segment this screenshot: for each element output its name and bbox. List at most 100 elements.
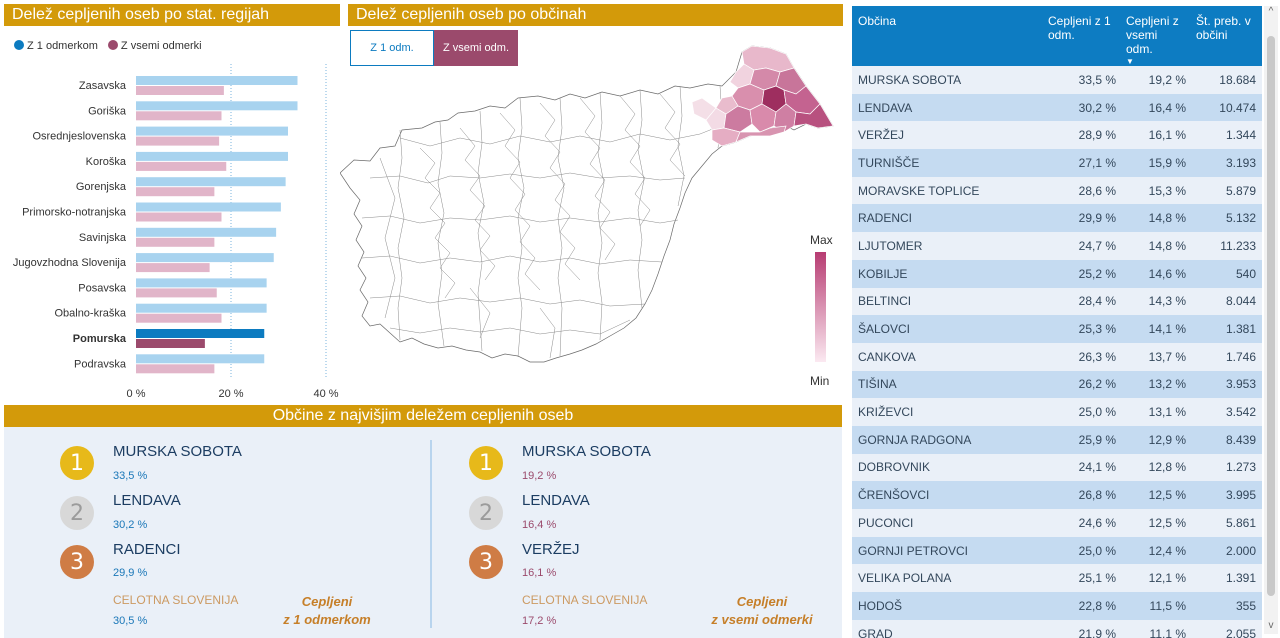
cell-municipality: RADENCI [858, 211, 913, 226]
legend-item-first[interactable]: Z 1 odmerkom [14, 40, 98, 52]
first-dose-button[interactable]: Z 1 odm. [350, 30, 434, 66]
table-row[interactable]: TURNIŠČE 27,1 % 15,9 % 3.193 [852, 149, 1262, 177]
bar-first-dose [136, 202, 281, 212]
cell-municipality: TURNIŠČE [858, 155, 920, 170]
cell-population: 1.381 [1225, 322, 1256, 337]
regions-bar-chart: Zasavska Goriška Osrednjeslovenska Koroška G… [13, 64, 339, 400]
cell-municipality: ČRENŠOVCI [858, 488, 930, 503]
table-row[interactable]: PUCONCI 24,6 % 12,5 % 5.861 [852, 509, 1262, 537]
bronze-medal-icon: 3 [60, 545, 94, 579]
category-label: Zasavska [79, 80, 127, 92]
bar-first-dose [136, 151, 288, 161]
bar-all-doses [136, 111, 222, 121]
table-row[interactable]: ČRENŠOVCI 26,8 % 12,5 % 3.995 [852, 481, 1262, 509]
header-population[interactable]: Št. preb. v občini [1196, 14, 1251, 42]
bar-first-dose [136, 354, 265, 364]
cell-first-dose: 26,3 % [1078, 349, 1116, 364]
cell-all-doses: 12,8 % [1148, 460, 1186, 475]
cell-population: 3.542 [1225, 405, 1256, 420]
table-row[interactable]: HODOŠ 22,8 % 11,5 % 355 [852, 592, 1262, 620]
cell-first-dose: 24,6 % [1078, 515, 1116, 530]
left-caption: Cepljeni z 1 odmerkom [272, 593, 382, 629]
table-row[interactable]: LENDAVA 30,2 % 16,4 % 10.474 [852, 93, 1262, 122]
left-total-value: 30,5 % [113, 615, 148, 627]
table-row[interactable]: KOBILJE 25,2 % 14,6 % 540 [852, 259, 1262, 288]
scroll-up-icon[interactable]: ^ [1268, 6, 1274, 17]
cell-first-dose: 33,5 % [1078, 72, 1116, 87]
cell-population: 1.746 [1225, 349, 1256, 364]
category-label: Posavska [78, 282, 127, 294]
cell-first-dose: 21,9 % [1078, 626, 1116, 638]
table-row[interactable]: GRAD 21,9 % 11,1 % 2.055 [852, 619, 1262, 638]
table-row[interactable]: RADENCI 29,9 % 14,8 % 5.132 [852, 204, 1262, 233]
legend-item-all[interactable]: Z vsemi odmerki [107, 40, 202, 52]
scroll-down-icon[interactable]: v [1268, 620, 1274, 631]
municipality-map[interactable] [340, 28, 840, 403]
table-row[interactable]: MURSKA SOBOTA 33,5 % 19,2 % 18.684 [852, 66, 1262, 94]
top-panel-title: Občine z najvišjim deležem cepljenih ose… [4, 405, 842, 427]
category-label: Pomurska [73, 333, 127, 345]
cell-municipality: KRIŽEVCI [858, 405, 914, 420]
category-label: Goriška [88, 105, 127, 117]
scroll-thumb[interactable] [1267, 36, 1275, 596]
right-total-value: 17,2 % [522, 615, 557, 627]
cell-municipality: GORNJA RADGONA [858, 432, 972, 447]
cell-first-dose: 25,9 % [1078, 432, 1116, 447]
cell-first-dose: 28,4 % [1078, 294, 1116, 309]
bar-first-dose [136, 177, 286, 187]
category-label: Obalno-kraška [54, 308, 126, 320]
left-rank3-value: 29,9 % [113, 567, 148, 579]
right-caption-line2: z vsemi odmerki [711, 612, 813, 627]
header-first-dose[interactable]: Cepljeni z 1 odm. [1048, 14, 1111, 42]
cell-municipality: LENDAVA [858, 100, 913, 115]
bar-all-doses [136, 161, 227, 171]
left-caption-line2: z 1 odmerkom [283, 612, 371, 627]
table-row[interactable]: GORNJI PETROVCI 25,0 % 12,4 % 2.000 [852, 536, 1262, 565]
table-row[interactable]: VERŽEJ 28,9 % 16,1 % 1.344 [852, 121, 1262, 150]
header-all-doses[interactable]: Cepljeni z vsemi odm. ▼ [1122, 6, 1192, 66]
municipality-table[interactable]: Občina Cepljeni z 1 odm. Cepljeni z vsem… [852, 6, 1262, 638]
left-rank2-value: 30,2 % [113, 519, 148, 531]
cell-first-dose: 30,2 % [1078, 100, 1116, 115]
table-row[interactable]: VELIKA POLANA 25,1 % 12,1 % 1.391 [852, 564, 1262, 593]
table-scrollbar[interactable]: ^ v [1264, 6, 1278, 634]
cell-all-doses: 13,2 % [1148, 377, 1186, 392]
table-row[interactable]: GORNJA RADGONA 25,9 % 12,9 % 8.439 [852, 425, 1262, 454]
cell-all-doses: 15,9 % [1148, 155, 1186, 170]
cell-first-dose: 26,8 % [1078, 488, 1116, 503]
cell-all-doses: 14,8 % [1148, 238, 1186, 253]
right-rank2-name: LENDAVA [522, 492, 590, 509]
cell-population: 3.193 [1225, 155, 1256, 170]
cell-population: 1.273 [1225, 460, 1256, 475]
table-row[interactable]: LJUTOMER 24,7 % 14,8 % 11.233 [852, 232, 1262, 260]
cell-all-doses: 14,8 % [1148, 211, 1186, 226]
table-row[interactable]: MORAVSKE TOPLICE 28,6 % 15,3 % 5.879 [852, 176, 1262, 205]
table-row[interactable]: CANKOVA 26,3 % 13,7 % 1.746 [852, 342, 1262, 371]
cell-first-dose: 28,9 % [1078, 128, 1116, 143]
cell-first-dose: 28,6 % [1078, 183, 1116, 198]
category-label: Savinjska [79, 232, 127, 244]
table-row[interactable]: ŠALOVCI 25,3 % 14,1 % 1.381 [852, 315, 1262, 343]
cell-all-doses: 12,1 % [1148, 571, 1186, 586]
cell-all-doses: 19,2 % [1148, 72, 1186, 87]
legend-dot-blue [14, 40, 24, 50]
cell-population: 10.474 [1219, 100, 1256, 115]
table-row[interactable]: KRIŽEVCI 25,0 % 13,1 % 3.542 [852, 398, 1262, 426]
right-rank3-name: VERŽEJ [522, 541, 580, 558]
panel-divider [430, 440, 432, 628]
table-row[interactable]: TIŠINA 26,2 % 13,2 % 3.953 [852, 370, 1262, 399]
category-label: Jugovzhodna Slovenija [13, 257, 127, 269]
bar-all-doses [136, 364, 215, 374]
cell-population: 8.044 [1225, 294, 1256, 309]
cell-all-doses: 16,1 % [1148, 128, 1186, 143]
cell-municipality: LJUTOMER [858, 238, 923, 253]
cell-population: 5.132 [1225, 211, 1256, 226]
bar-first-dose [136, 278, 267, 288]
cell-all-doses: 13,7 % [1148, 349, 1186, 364]
table-row[interactable]: DOBROVNIK 24,1 % 12,8 % 1.273 [852, 453, 1262, 482]
header-municipality[interactable]: Občina [858, 14, 897, 28]
all-doses-button[interactable]: Z vsemi odm. [434, 30, 518, 66]
table-row[interactable]: BELTINCI 28,4 % 14,3 % 8.044 [852, 287, 1262, 316]
bar-first-dose [136, 126, 288, 136]
left-rank1-name: MURSKA SOBOTA [113, 443, 242, 460]
